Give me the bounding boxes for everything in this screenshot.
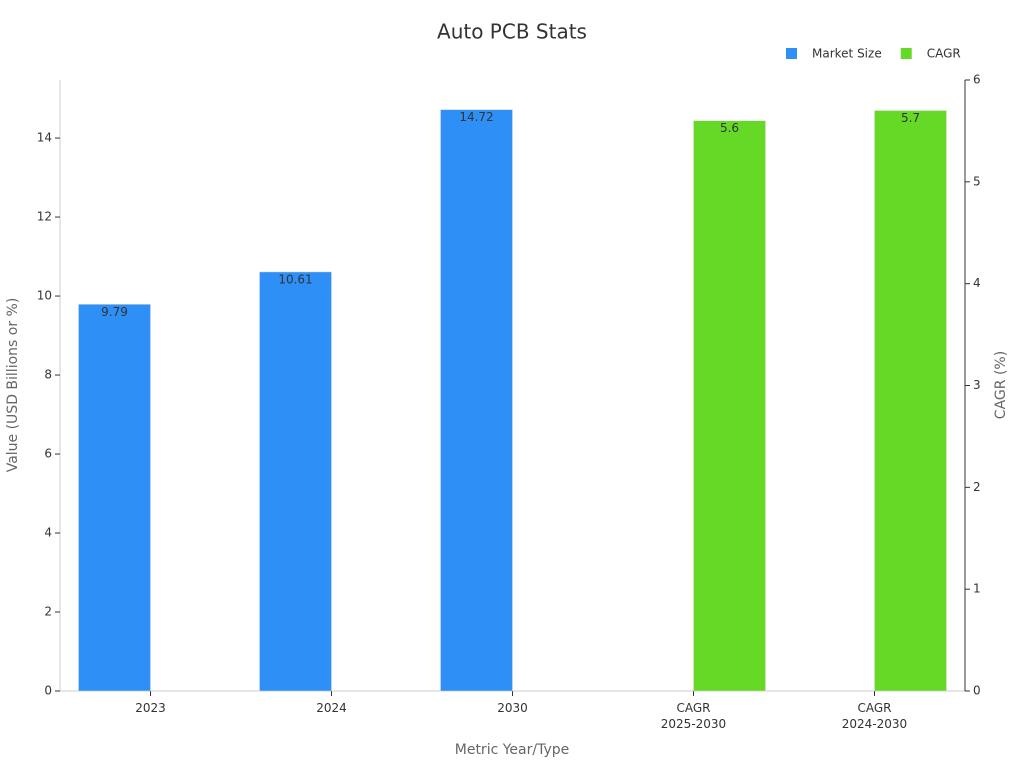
- y-tick-label: 8: [44, 368, 52, 382]
- bar: [693, 120, 766, 692]
- x-tick-label: 2023: [135, 701, 166, 715]
- value-label: 5.6: [720, 121, 739, 135]
- y-tick-label: 2: [44, 605, 52, 619]
- y-tick-label: 4: [44, 526, 52, 540]
- bar: [259, 271, 332, 692]
- y-axis-label: Value (USD Billions or %): [5, 298, 21, 473]
- y2-tick-label: 6: [973, 73, 981, 87]
- chart-title: Auto PCB Stats: [437, 20, 587, 44]
- y-tick-label: 10: [37, 289, 52, 303]
- y2-tick-label: 2: [973, 480, 981, 494]
- bar: [78, 304, 151, 692]
- x-tick-label: CAGR 2024-2030: [841, 701, 908, 731]
- x-tick-label: 2024: [316, 701, 347, 715]
- legend-marker: [786, 48, 797, 59]
- value-label: 14.72: [459, 110, 493, 124]
- y2-tick-label: 3: [973, 378, 981, 392]
- y-tick-label: 14: [37, 131, 52, 145]
- y2-tick-label: 1: [973, 582, 981, 596]
- bar: [440, 109, 513, 692]
- y2-axis-label: CAGR (%): [993, 351, 1009, 419]
- x-tick-label: 2030: [497, 701, 528, 715]
- legend-label: CAGR: [927, 47, 961, 61]
- x-tick-label: CAGR 2025-2030: [660, 701, 727, 731]
- y-tick-label: 6: [44, 447, 52, 461]
- y2-tick-label: 4: [973, 276, 981, 290]
- bar: [874, 110, 947, 692]
- legend-label: Market Size: [812, 47, 882, 61]
- x-axis-label: Metric Year/Type: [455, 742, 570, 758]
- value-label: 9.79: [101, 305, 128, 319]
- y2-tick-label: 5: [973, 174, 981, 188]
- y2-tick-label: 0: [973, 684, 981, 698]
- value-label: 10.61: [278, 272, 312, 286]
- legend-marker: [900, 48, 912, 59]
- y-tick-label: 0: [44, 684, 52, 698]
- y-tick-label: 12: [37, 210, 52, 224]
- value-label: 5.7: [901, 111, 920, 125]
